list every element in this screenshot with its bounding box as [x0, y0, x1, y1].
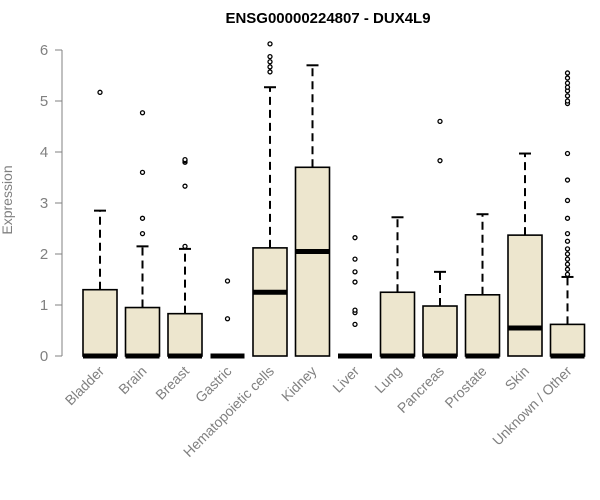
box-group [294, 64, 331, 357]
outlier-point [224, 278, 231, 284]
box [82, 288, 118, 357]
box-group [464, 213, 501, 359]
box [464, 293, 501, 357]
outlier-point [352, 307, 358, 313]
x-tick-label: Breast [152, 363, 192, 403]
outlier-point [564, 84, 571, 90]
box-group [167, 156, 203, 359]
x-tick-label: Brain [115, 363, 149, 397]
outlier-point [437, 158, 443, 164]
outlier-point [437, 118, 443, 125]
outlier-point [182, 156, 188, 163]
outlier-point [182, 183, 188, 189]
y-tick-label: 4 [40, 144, 48, 161]
y-tick-label: 0 [40, 348, 48, 365]
boxes-layer [82, 41, 586, 359]
outlier-point [139, 215, 146, 221]
box-group [252, 41, 288, 357]
outlier-point [564, 271, 571, 278]
outlier-point [352, 321, 358, 328]
x-tick-label: Skin [502, 363, 533, 394]
outlier-point [564, 150, 571, 157]
chart-title: ENSG00000224807 - DUX4L9 [225, 10, 430, 27]
box-group [507, 152, 543, 357]
box [294, 166, 331, 357]
x-tick-label: Bladder [62, 363, 108, 409]
y-tick-label: 6 [40, 42, 48, 59]
box [549, 323, 586, 357]
x-tick-label: Liver [329, 363, 362, 396]
box [124, 306, 161, 357]
outlier-point [564, 98, 571, 104]
outlier-point [182, 243, 188, 250]
outlier-point [564, 256, 571, 262]
outlier-point [352, 235, 358, 241]
x-tick-label: Lung [371, 363, 404, 396]
y-tick-label: 5 [40, 93, 48, 110]
x-tick-label: Prostate [441, 363, 489, 411]
outlier-point [564, 93, 571, 99]
box [422, 305, 458, 357]
y-axis: 0 1 2 3 4 5 6 [40, 42, 63, 365]
outlier-point [267, 53, 273, 60]
box-group [82, 89, 118, 359]
box-group [379, 216, 416, 359]
box [507, 234, 543, 357]
x-tick-label: Kidney [278, 363, 320, 405]
outlier-point [267, 64, 273, 70]
outlier-point [564, 238, 571, 244]
outlier-point [97, 89, 103, 95]
outlier-point [267, 41, 273, 47]
box [167, 312, 203, 357]
outlier-point [564, 251, 571, 257]
outlier-point [564, 197, 571, 204]
y-tick-label: 3 [40, 195, 48, 212]
box-group [210, 278, 245, 359]
box-group [338, 235, 372, 359]
box [379, 291, 416, 357]
outlier-point [564, 261, 571, 267]
outlier-point [564, 80, 571, 86]
box-group [549, 70, 586, 359]
outlier-point [224, 316, 231, 322]
outlier-point [352, 269, 358, 275]
outlier-point [564, 230, 571, 237]
y-tick-label: 2 [40, 246, 48, 263]
outlier-point [267, 59, 273, 65]
x-tick-label: Unknown / Other [489, 363, 575, 449]
outlier-point [139, 169, 146, 176]
box [252, 247, 288, 357]
box-group [422, 118, 458, 359]
outlier-point [139, 110, 146, 116]
outlier-point [564, 215, 571, 221]
outlier-point [352, 279, 358, 285]
x-tick-label: Pancreas [394, 363, 447, 416]
y-axis-label: Expression [0, 165, 15, 234]
outlier-point [564, 75, 571, 81]
y-tick-label: 1 [40, 297, 48, 314]
outlier-point [564, 246, 571, 252]
outlier-point [352, 256, 358, 262]
outlier-point [267, 69, 273, 75]
outlier-point [564, 70, 571, 76]
outlier-point [139, 230, 146, 237]
box-group [124, 110, 161, 359]
outlier-point [564, 177, 571, 183]
outlier-point [564, 266, 571, 272]
